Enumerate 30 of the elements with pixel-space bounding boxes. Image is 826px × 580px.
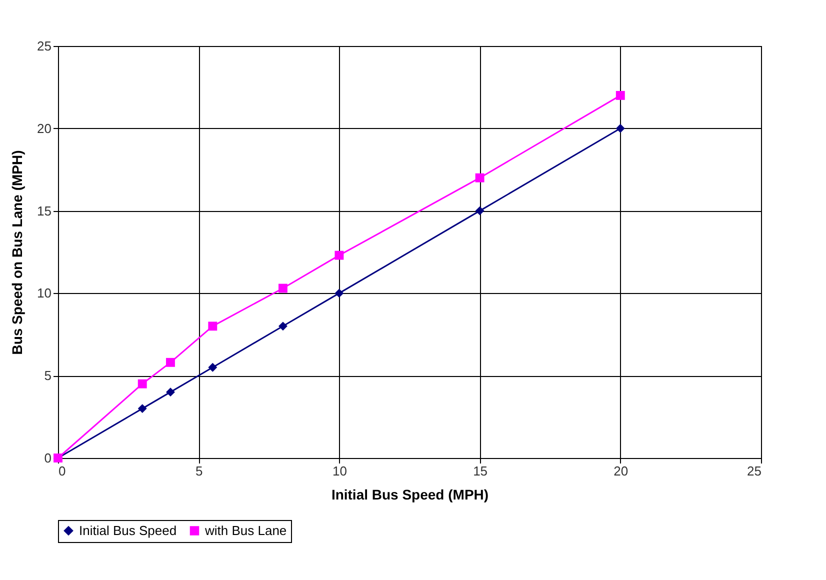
y-tick-label: 25 — [37, 38, 52, 54]
y-tick-label: 15 — [37, 203, 52, 218]
point — [475, 173, 484, 182]
x-tick-label: 20 — [614, 464, 628, 478]
point — [166, 358, 175, 367]
y-axis-title: Bus Speed on Bus Lane (MPH) — [9, 150, 26, 355]
x-tick-label: 5 — [195, 464, 203, 478]
x-tick-label: 0 — [58, 464, 66, 478]
point — [616, 124, 625, 133]
y-tick-label: 20 — [37, 120, 52, 136]
point — [138, 404, 147, 414]
x-tick-label: 25 — [747, 464, 762, 478]
point — [138, 379, 147, 388]
point — [166, 388, 175, 397]
point — [334, 288, 344, 298]
x-tick-label: 15 — [473, 464, 488, 478]
point — [616, 90, 625, 100]
point — [208, 322, 218, 331]
legend-label: Initial Bus Speed — [79, 522, 177, 538]
point — [278, 284, 288, 293]
x-tick-label: 10 — [332, 464, 347, 478]
y-tick-label: 10 — [37, 286, 52, 301]
legend-label: with Bus Lane — [204, 522, 287, 538]
point — [208, 362, 218, 372]
y-tick-label: 0 — [44, 450, 52, 466]
point — [475, 206, 484, 216]
y-tick-label: 5 — [44, 368, 52, 384]
x-axis-title: Initial Bus Speed (MPH) — [331, 486, 489, 502]
point — [334, 250, 344, 260]
point — [278, 322, 288, 331]
